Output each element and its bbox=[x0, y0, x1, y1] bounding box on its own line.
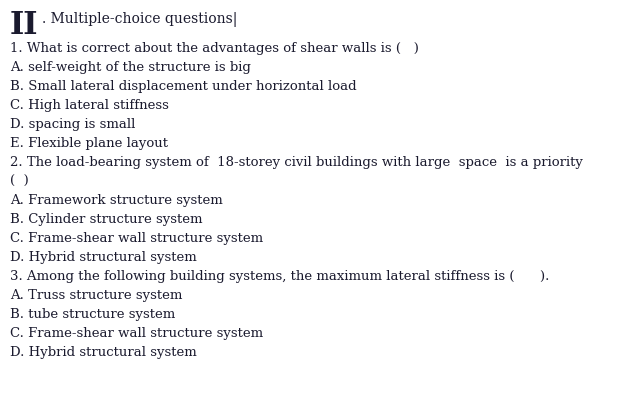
Text: A. Truss structure system: A. Truss structure system bbox=[10, 289, 182, 302]
Text: . Multiple-choice questions|: . Multiple-choice questions| bbox=[42, 12, 237, 27]
Text: A. Framework structure system: A. Framework structure system bbox=[10, 194, 222, 207]
Text: (  ): ( ) bbox=[10, 175, 29, 188]
Text: E. Flexible plane layout: E. Flexible plane layout bbox=[10, 137, 168, 150]
Text: C. Frame-shear wall structure system: C. Frame-shear wall structure system bbox=[10, 232, 263, 245]
Text: B. tube structure system: B. tube structure system bbox=[10, 308, 176, 321]
Text: D. Hybrid structural system: D. Hybrid structural system bbox=[10, 346, 197, 359]
Text: B. Small lateral displacement under horizontal load: B. Small lateral displacement under hori… bbox=[10, 80, 357, 93]
Text: A. self-weight of the structure is big: A. self-weight of the structure is big bbox=[10, 61, 251, 74]
Text: 3. Among the following building systems, the maximum lateral stiffness is (     : 3. Among the following building systems,… bbox=[10, 270, 549, 283]
Text: 1. What is correct about the advantages of shear walls is (   ): 1. What is correct about the advantages … bbox=[10, 42, 419, 55]
Text: C. High lateral stiffness: C. High lateral stiffness bbox=[10, 99, 169, 112]
Text: C. Frame-shear wall structure system: C. Frame-shear wall structure system bbox=[10, 327, 263, 340]
Text: B. Cylinder structure system: B. Cylinder structure system bbox=[10, 213, 203, 226]
Text: D. Hybrid structural system: D. Hybrid structural system bbox=[10, 251, 197, 264]
Text: II: II bbox=[10, 10, 38, 41]
Text: D. spacing is small: D. spacing is small bbox=[10, 118, 135, 131]
Text: 2. The load-bearing system of  18-storey civil buildings with large  space  is a: 2. The load-bearing system of 18-storey … bbox=[10, 156, 583, 169]
